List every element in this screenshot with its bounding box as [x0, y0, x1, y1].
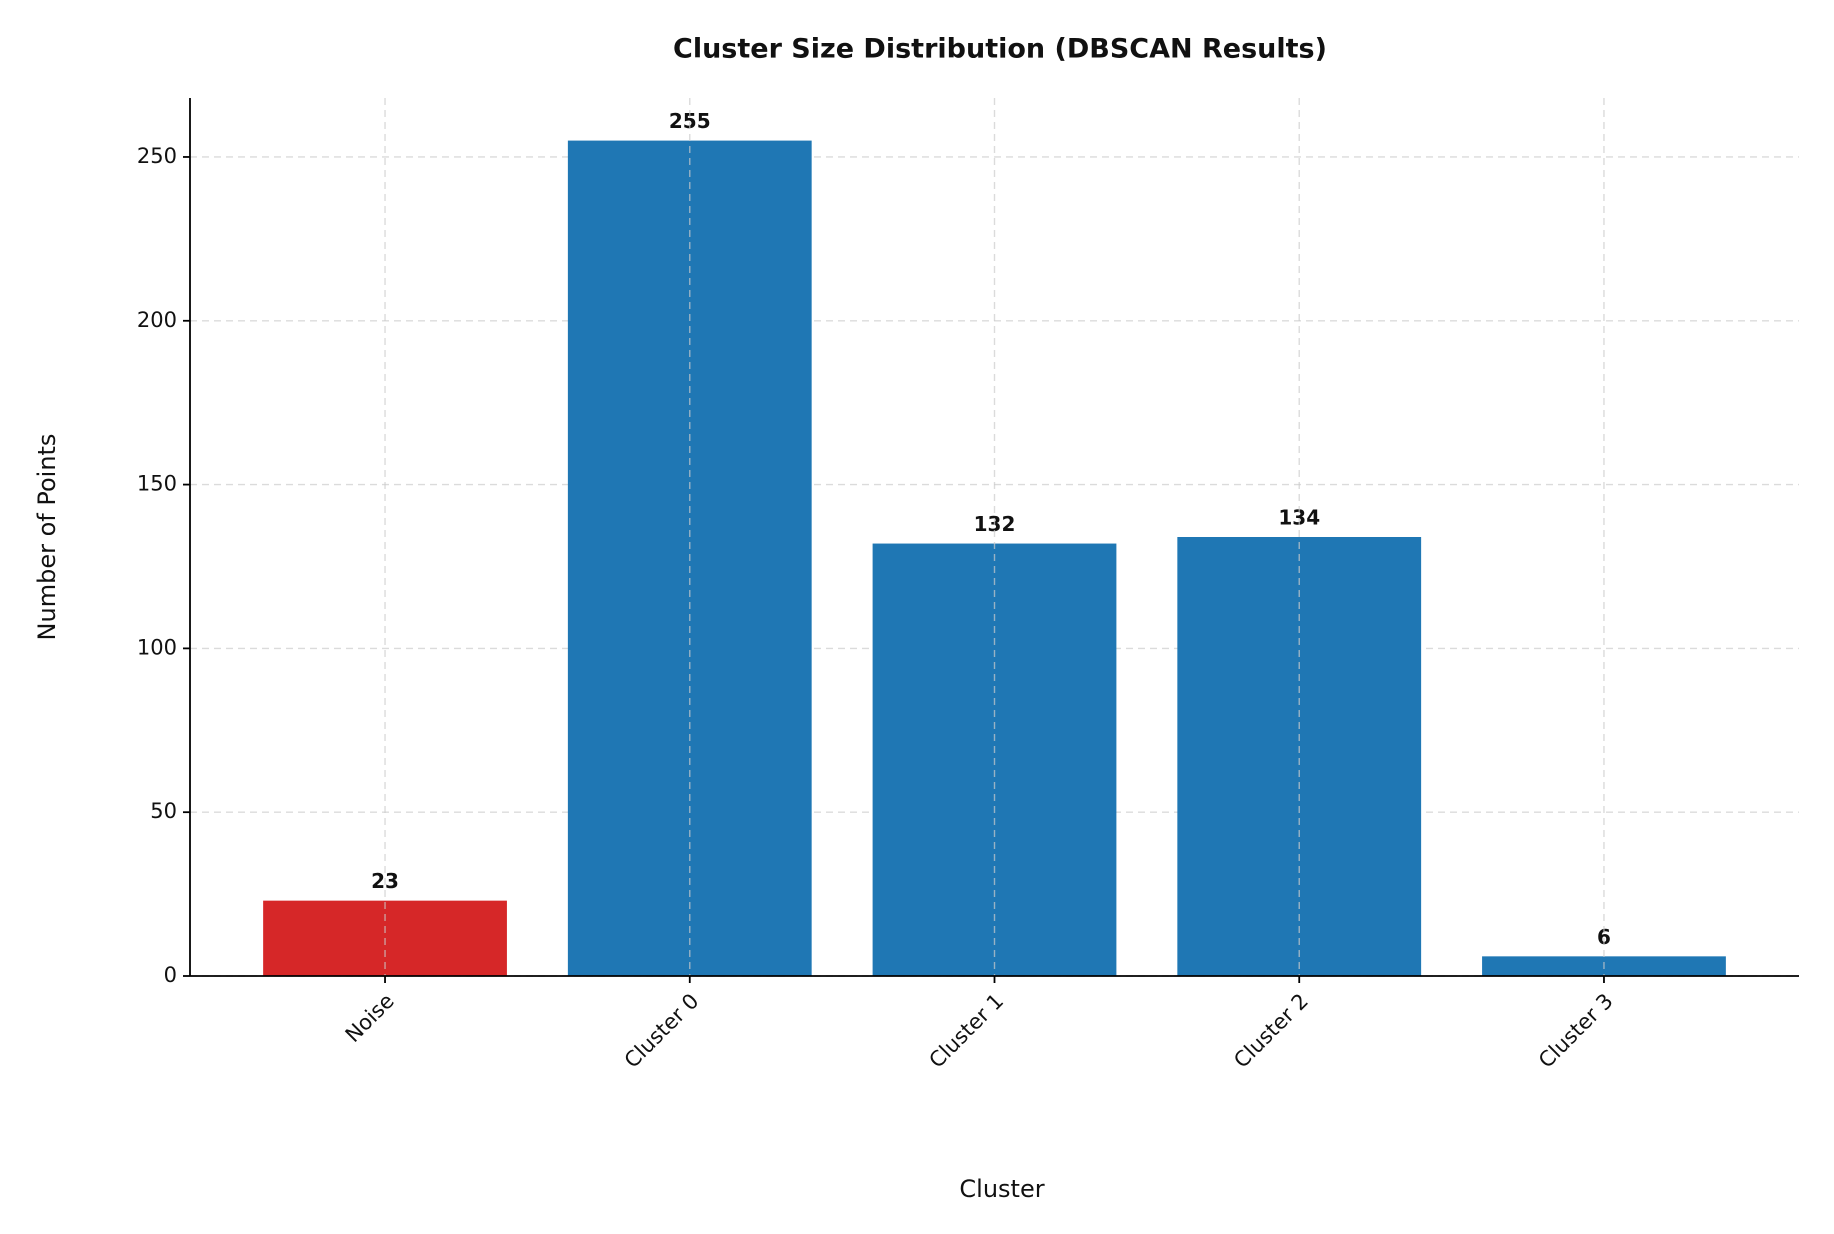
y-tick-label: 200 [137, 308, 177, 332]
x-tick-label: Cluster 3 [1534, 989, 1618, 1073]
x-tick-label: Noise [341, 989, 399, 1047]
value-label: 6 [1597, 925, 1611, 949]
x-tick-label: Cluster 0 [620, 989, 704, 1073]
x-axis-label: Cluster [959, 1175, 1044, 1203]
y-axis-label: Number of Points [33, 434, 61, 641]
x-tick-label: Cluster 1 [924, 989, 1008, 1073]
chart-title: Cluster Size Distribution (DBSCAN Result… [673, 34, 1327, 65]
x-tick-label: Cluster 2 [1229, 989, 1313, 1073]
y-tick-label: 50 [150, 799, 177, 823]
y-tick-label: 150 [137, 472, 177, 496]
y-tick-label: 100 [137, 635, 177, 659]
y-tick-label: 250 [137, 144, 177, 168]
y-tick-label: 0 [164, 963, 177, 987]
